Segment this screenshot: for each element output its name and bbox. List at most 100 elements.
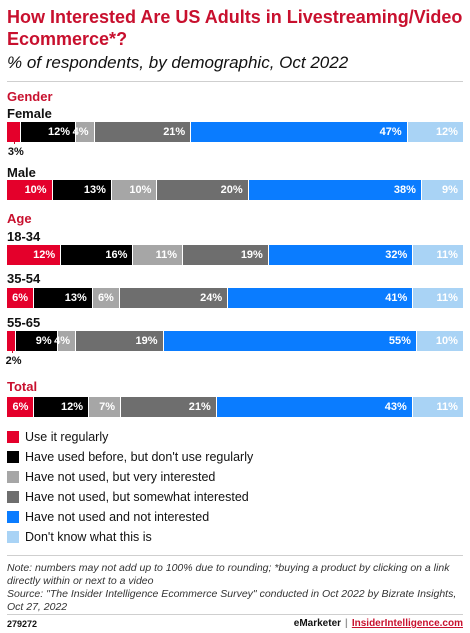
bar-segment-age-18-34-4: 32% bbox=[268, 245, 414, 265]
chart-id: 279272 bbox=[7, 619, 38, 629]
data-label: 20% bbox=[220, 184, 243, 196]
legend-label: Have not used, but somewhat interested bbox=[25, 490, 249, 504]
bar-segment-total-all-5: 11% bbox=[412, 397, 463, 417]
legend: Use it regularly Have used before, but do… bbox=[7, 427, 463, 547]
legend-item-2: Have not used, but very interested bbox=[7, 467, 463, 487]
bar-segment-total-all-2: 7% bbox=[89, 397, 121, 417]
legend-swatch bbox=[7, 451, 19, 463]
data-label: 19% bbox=[135, 335, 158, 347]
bar-segment-age-35-54-3: 24% bbox=[119, 288, 229, 308]
callout-label: 3% bbox=[7, 146, 24, 158]
bar-age-55-65: 9% 4% 19% 55% 10% bbox=[7, 331, 463, 351]
title-divider bbox=[7, 81, 463, 82]
bar-age-35-54: 6% 13% 6% 24% 41% 11% bbox=[7, 288, 463, 308]
bar-segment-gender-male-3: 20% bbox=[157, 180, 249, 200]
bar-segment-age-18-34-0: 12% bbox=[7, 245, 62, 265]
data-label: 7% bbox=[99, 401, 115, 413]
legend-swatch bbox=[7, 491, 19, 503]
data-label: 13% bbox=[64, 292, 87, 304]
legend-item-1: Have used before, but don't use regularl… bbox=[7, 447, 463, 467]
data-label: 6% bbox=[12, 401, 29, 413]
data-label: 9% bbox=[442, 184, 458, 196]
bar-gender-female: 12% 4% 21% 47% 12% bbox=[7, 122, 463, 142]
bar-segment-gender-female-5: 12% bbox=[407, 122, 463, 142]
bar-segment-gender-female-4: 47% bbox=[191, 122, 408, 142]
data-label: 6% bbox=[97, 292, 114, 304]
data-label: 4% bbox=[54, 335, 71, 347]
data-label: 38% bbox=[393, 184, 416, 196]
bar-segment-gender-male-2: 10% bbox=[111, 180, 158, 200]
chart-title: How Interested Are US Adults in Livestre… bbox=[7, 7, 463, 49]
bar-segment-age-35-54-2: 6% bbox=[92, 288, 120, 308]
bar-segment-age-55-65-5: 10% bbox=[416, 331, 463, 351]
data-label: 10% bbox=[129, 184, 152, 196]
source-text: Source: "The Insider Intelligence Ecomme… bbox=[7, 588, 457, 613]
group-label-age: Age bbox=[7, 211, 32, 226]
bar-segment-total-all-1: 12% bbox=[34, 397, 90, 417]
legend-label: Have used before, but don't use regularl… bbox=[25, 450, 254, 464]
data-label: 24% bbox=[200, 292, 223, 304]
bar-segment-age-35-54-4: 41% bbox=[228, 288, 414, 308]
data-label: 11% bbox=[155, 249, 178, 261]
row-label-age-55-65: 55-65 bbox=[7, 315, 41, 330]
data-label: 11% bbox=[436, 292, 458, 304]
bar-segment-age-55-65-3: 19% bbox=[76, 331, 164, 351]
group-label-gender: Gender bbox=[7, 89, 53, 104]
bar-segment-gender-female-1: 12% bbox=[20, 122, 77, 142]
bar-total-all: 6% 12% 7% 21% 43% 11% bbox=[7, 397, 463, 417]
data-label: 41% bbox=[385, 292, 408, 304]
legend-swatch bbox=[7, 511, 19, 523]
legend-label: Don't know what this is bbox=[25, 530, 152, 544]
bar-segment-total-all-4: 43% bbox=[216, 397, 413, 417]
footer-brand: eMarketer | InsiderIntelligence.com bbox=[294, 618, 463, 629]
legend-label: Use it regularly bbox=[25, 430, 109, 444]
legend-item-3: Have not used, but somewhat interested bbox=[7, 487, 463, 507]
data-label: 55% bbox=[388, 335, 411, 347]
data-label: 11% bbox=[436, 401, 458, 413]
bar-segment-age-55-65-4: 55% bbox=[163, 331, 417, 351]
footer-divider bbox=[7, 614, 463, 615]
chart-notes: Note: numbers may not add up to 100% due… bbox=[7, 562, 463, 614]
row-label-gender-female: Female bbox=[7, 106, 52, 121]
bar-segment-total-all-3: 21% bbox=[120, 397, 217, 417]
data-label: 11% bbox=[436, 249, 458, 261]
brand-emarketer[interactable]: eMarketer bbox=[293, 618, 342, 629]
legend-swatch bbox=[7, 431, 19, 443]
legend-label: Have not used and not interested bbox=[25, 510, 210, 524]
brand-insider-intelligence-link[interactable]: InsiderIntelligence.com bbox=[351, 618, 463, 629]
bar-segment-age-18-34-5: 11% bbox=[413, 245, 463, 265]
legend-item-5: Don't know what this is bbox=[7, 527, 463, 547]
legend-item-0: Use it regularly bbox=[7, 427, 463, 447]
data-label: 21% bbox=[163, 126, 186, 138]
data-label: 12% bbox=[48, 126, 71, 138]
data-label: 12% bbox=[61, 401, 84, 413]
row-label-age-18-34: 18-34 bbox=[7, 229, 41, 244]
bar-segment-age-18-34-2: 11% bbox=[133, 245, 184, 265]
bar-segment-age-55-65-1: 9% bbox=[16, 331, 58, 351]
chart-subtitle: % of respondents, by demographic, Oct 20… bbox=[7, 53, 349, 72]
legend-item-4: Have not used and not interested bbox=[7, 507, 463, 527]
data-label: 32% bbox=[385, 249, 408, 261]
legend-swatch bbox=[7, 531, 19, 543]
bar-segment-gender-female-3: 21% bbox=[94, 122, 192, 142]
data-label: 10% bbox=[435, 335, 458, 347]
data-label: 12% bbox=[435, 126, 458, 138]
data-label: 43% bbox=[384, 401, 407, 413]
callout-label: 2% bbox=[5, 355, 22, 367]
bar-segment-gender-male-4: 38% bbox=[248, 180, 422, 200]
brand-separator: | bbox=[345, 618, 348, 629]
data-label: 13% bbox=[83, 184, 106, 196]
bar-segment-age-35-54-1: 13% bbox=[34, 288, 93, 308]
data-label: 21% bbox=[188, 401, 211, 413]
bar-segment-age-55-65-2: 4% bbox=[54, 331, 77, 351]
data-label: 16% bbox=[105, 249, 128, 261]
note-divider bbox=[7, 555, 463, 556]
row-label-gender-male: Male bbox=[7, 165, 36, 180]
data-label: 10% bbox=[24, 184, 47, 196]
bar-gender-male: 10% 13% 10% 20% 38% 9% bbox=[7, 180, 463, 200]
legend-label: Have not used, but very interested bbox=[25, 470, 216, 484]
bar-segment-gender-male-1: 13% bbox=[52, 180, 112, 200]
bar-segment-gender-male-5: 9% bbox=[421, 180, 463, 200]
data-label: 6% bbox=[12, 292, 29, 304]
row-label-age-35-54: 35-54 bbox=[7, 271, 41, 286]
